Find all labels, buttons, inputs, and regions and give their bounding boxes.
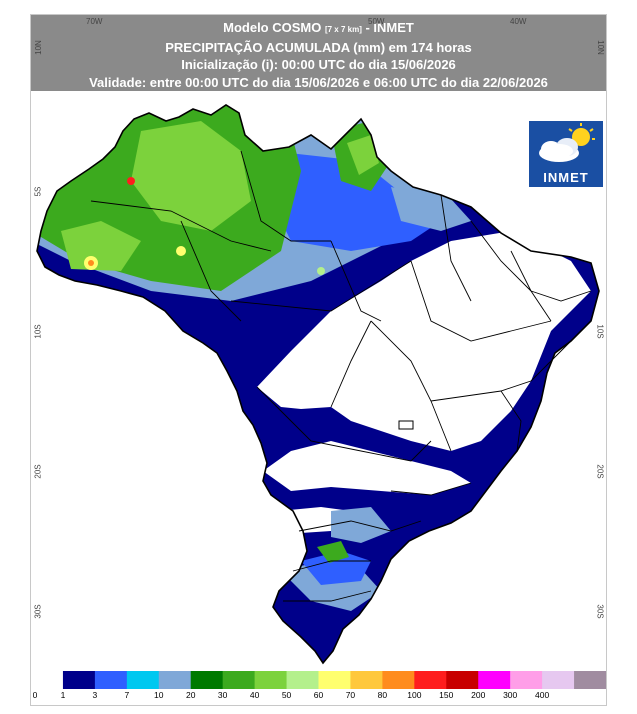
legend-label: 150 [439,690,454,700]
legend-label: 10 [154,690,164,700]
legend-label: 7 [124,690,130,700]
legend-swatch [478,671,511,689]
product-title: PRECIPITAÇÃO ACUMULADA (mm) em 174 horas [165,39,472,55]
rain-zone-light-blue-sse [331,507,391,543]
inmet-logo: INMET [529,121,603,187]
legend-swatch [222,671,256,689]
dry-zone-southcentral [263,441,471,495]
legend-label: 20 [185,690,196,700]
validity-period: Validade: entre 00:00 UTC do dia 15/06/2… [89,74,548,90]
legend-label: 80 [377,690,388,700]
rain-zone-lightgreen-1 [131,121,251,231]
legend-label: 40 [249,690,260,700]
legend-colorbar [31,671,607,689]
state-borders [90,150,592,602]
legend-label: 60 [313,690,324,700]
legend-label: 70 [345,690,356,700]
legend-label: 400 [535,690,550,700]
legend-label: 3 [92,690,98,700]
rain-zone-green-south [317,541,349,563]
lon-tick-70w: 70W [86,17,103,26]
model-title: Modelo COSMO [7 x 7 km] - INMET [223,20,414,35]
weather-cloud-sun-icon [539,123,595,162]
inmet-logo-text: INMET [543,170,589,185]
legend-swatch [318,671,351,689]
legend-label: 100 [407,690,422,700]
precipitation-legend: 0 1 3 7 10 20 30 40 50 60 70 80 100 150 200 300 400 [31,671,607,705]
rain-zone-lightgreen-2 [61,221,141,271]
legend-label: 200 [471,690,486,700]
legend-swatch [254,671,288,689]
rain-spot-lightgreen-3 [317,267,325,275]
legend-swatch [286,671,319,689]
legend-swatch [158,671,192,689]
lat-tick-10n-right: 10N [595,40,605,55]
precipitation-map [36,104,600,665]
legend-swatch [414,671,447,689]
legend-swatch [350,671,383,689]
rain-zone-light-blue-coast [391,187,471,231]
rain-spot-yellow-2 [176,246,186,256]
legend-swatch [31,671,64,689]
rain-zone-blue-south [301,551,371,585]
figure-header: Modelo COSMO [7 x 7 km] - INMET PRECIPIT… [31,15,606,91]
legend-swatch [446,671,479,689]
map-figure: Modelo COSMO [7 x 7 km] - INMET PRECIPIT… [30,14,607,706]
dry-zone-central [257,231,591,451]
legend-swatch [574,671,607,689]
legend-swatch [190,671,224,689]
rain-zone-lightgreen-amapa [347,135,379,175]
rain-spot-orange-1 [88,260,94,266]
lon-tick-40w: 40W [510,17,527,26]
lon-tick-50w: 50W [368,17,385,26]
legend-swatch [510,671,543,689]
rain-spot-red-1 [127,177,135,185]
legend-label: 300 [503,690,518,700]
legend-swatch [542,671,575,689]
initialization-time: Inicialização (i): 00:00 UTC do dia 15/0… [181,57,456,72]
legend-swatch [382,671,415,689]
legend-label: 50 [281,690,292,700]
legend-label: 30 [217,690,228,700]
lat-tick-10n-left: 10N [33,40,43,55]
federal-district [398,420,414,430]
legend-label: 1 [60,690,66,700]
rain-zone-blue-north [271,151,441,251]
legend-swatch [94,671,128,689]
legend-swatch [62,671,96,689]
model-resolution: [7 x 7 km] [324,25,362,34]
brazil-outline [36,104,600,665]
legend-swatch [126,671,160,689]
legend-label: 0 [32,690,38,700]
